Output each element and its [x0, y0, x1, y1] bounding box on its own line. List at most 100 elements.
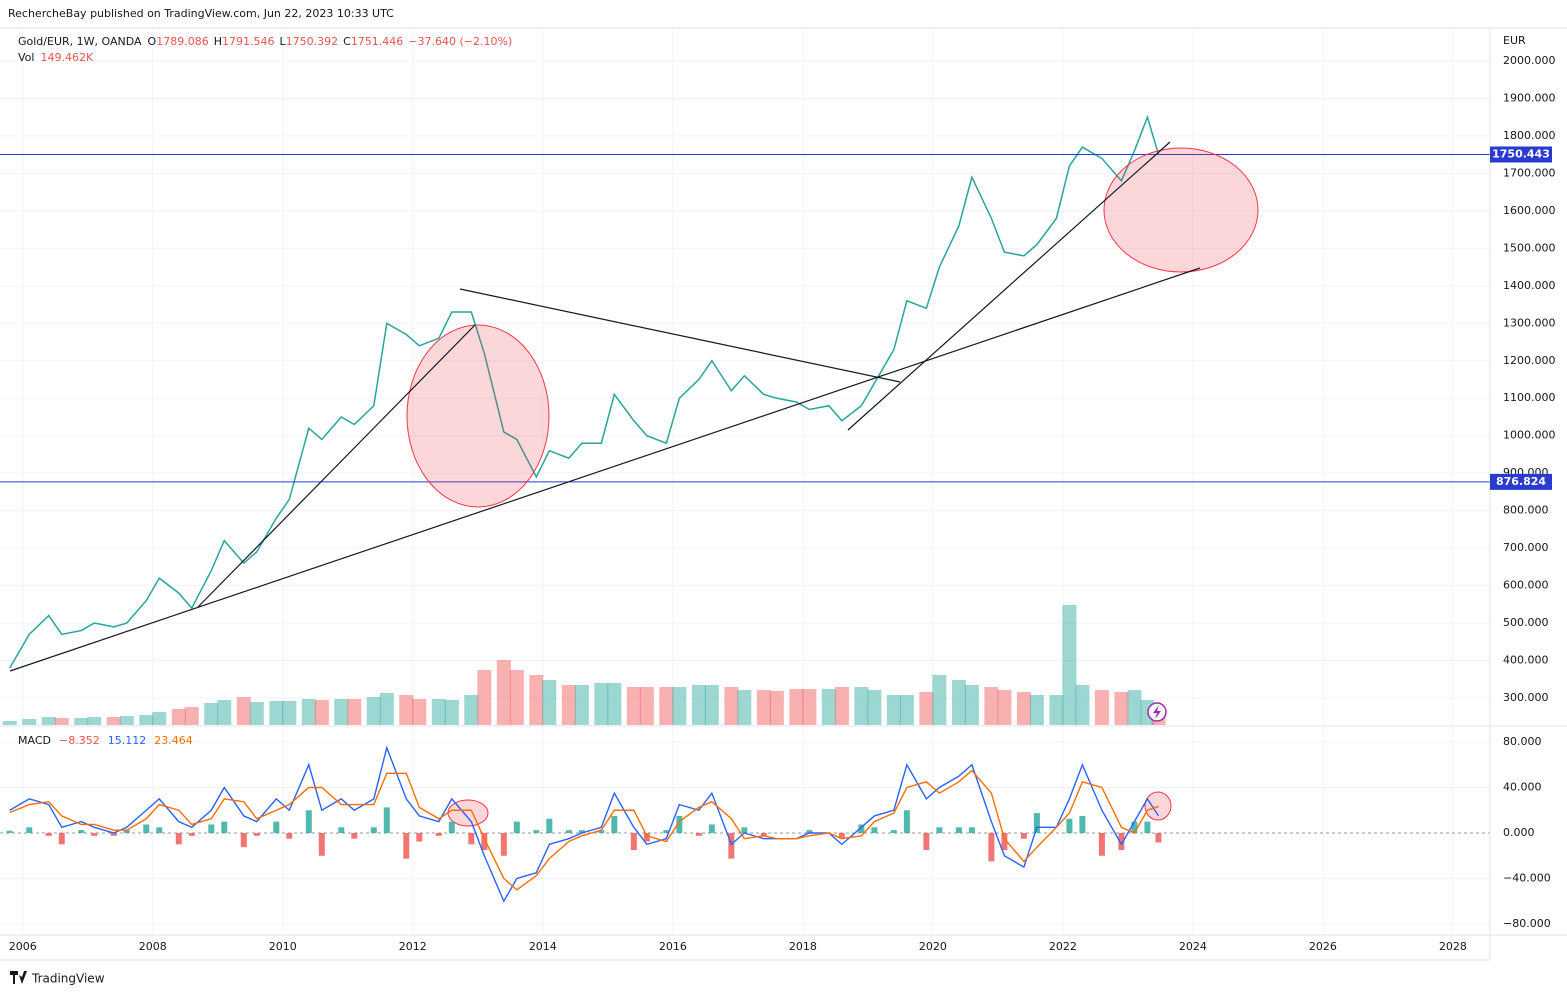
volume-bar: [431, 699, 446, 725]
volume-bar: [2, 721, 17, 725]
macd-tick-label: 80.000: [1503, 735, 1542, 748]
macd-histogram-bar: [838, 832, 845, 839]
volume-bar: [334, 699, 349, 725]
grid: [0, 28, 1490, 935]
macd-histogram-bar: [481, 832, 488, 851]
macd-tick-label: 0.000: [1503, 826, 1535, 839]
macd-pane: [6, 745, 1162, 903]
ohlc-value: 1750.392: [286, 35, 339, 48]
macd-histogram-bar: [923, 832, 930, 851]
macd-histogram-bar: [708, 824, 715, 833]
macd-signal: [9, 769, 1159, 891]
macd-histogram-bar: [871, 827, 878, 833]
macd-histogram-bar: [968, 827, 975, 833]
volume-bar: [997, 690, 1012, 725]
macd-name: MACD: [18, 734, 51, 747]
macd-tick-label: −40.000: [1503, 871, 1551, 884]
macd-tick-label: 40.000: [1503, 781, 1542, 794]
y-tick-label: 1800.000: [1503, 129, 1556, 142]
macd-histogram-bar: [903, 810, 910, 833]
volume-bar: [314, 700, 329, 725]
y-tick-label: 400.000: [1503, 654, 1549, 667]
volume-bar: [704, 685, 719, 725]
macd-histogram-bar: [578, 830, 585, 833]
macd-histogram-bar: [286, 832, 293, 839]
macd-signal-value: 23.464: [154, 734, 193, 747]
macd-histogram-bar: [1033, 813, 1040, 833]
y-tick-label: 1200.000: [1503, 354, 1556, 367]
macd-histogram-bar: [955, 827, 962, 833]
macd-histogram-bar: [533, 830, 540, 833]
ohlc-key: C: [343, 35, 351, 48]
macd-histogram-bar: [448, 821, 455, 833]
volume-bar: [171, 709, 186, 725]
price-label: 876.824: [1496, 475, 1546, 488]
volume-bar: [1075, 685, 1090, 725]
macd-histogram-bar: [1066, 818, 1073, 833]
macd-histogram-bar: [403, 832, 410, 859]
highlight-ellipse: [1103, 147, 1259, 273]
volume-value: 149.462K: [40, 51, 93, 64]
x-tick-label: 2006: [9, 940, 37, 953]
macd-histogram-bar: [188, 832, 195, 836]
volume-bar: [282, 701, 297, 725]
macd-histogram-bar: [383, 807, 390, 833]
x-tick-label: 2018: [789, 940, 817, 953]
x-tick-label: 2022: [1049, 940, 1077, 953]
volume-bar: [204, 703, 219, 725]
macd-histogram-bar: [663, 830, 670, 833]
volume-bar: [477, 670, 492, 725]
ohlc-key: L: [279, 35, 286, 48]
macd-tick-label: −80.000: [1503, 917, 1551, 930]
y-tick-label: 300.000: [1503, 691, 1549, 704]
x-tick-label: 2020: [919, 940, 947, 953]
unit-label: EUR: [1503, 34, 1526, 47]
volume-bar: [87, 717, 102, 725]
macd-histogram-bar: [1098, 832, 1105, 856]
trend-lines: [9, 141, 1201, 672]
macd-histogram-bar: [305, 810, 312, 833]
volume-bar: [561, 685, 576, 725]
volume-bar: [496, 660, 511, 725]
volume-bar: [22, 719, 37, 725]
macd-histogram-bar: [110, 832, 117, 836]
volume-bar: [789, 689, 804, 725]
y-tick-label: 1500.000: [1503, 241, 1556, 254]
volume-bar: [41, 717, 56, 725]
volume-bar: [347, 699, 362, 725]
macd-histogram-bar: [253, 832, 260, 836]
macd-histogram-bar: [936, 827, 943, 833]
volume-bar: [444, 700, 459, 725]
macd-histogram-bar: [156, 827, 163, 833]
volume-bar: [184, 707, 199, 725]
volume-bar: [412, 699, 427, 725]
x-tick-label: 2016: [659, 940, 687, 953]
volume-bar: [932, 675, 947, 725]
price-line: [9, 114, 1160, 669]
x-tick-label: 2012: [399, 940, 427, 953]
price-label-box: [1490, 473, 1552, 490]
macd-histogram-bar: [91, 832, 98, 836]
y-tick-label: 600.000: [1503, 579, 1549, 592]
macd-histogram-bar: [630, 832, 637, 851]
volume-bar: [756, 690, 771, 725]
price-label-box: [1490, 146, 1552, 163]
volume-bar: [964, 685, 979, 725]
macd-histogram-bar: [695, 832, 702, 836]
macd-histogram-bar: [760, 832, 767, 836]
volume-bar: [269, 701, 284, 725]
x-tick-label: 2010: [269, 940, 297, 953]
axes: 2006 2008 2010 2012 2014 2016 2018 2020 2022 2024…: [9, 54, 1556, 953]
macd-histogram-bar: [611, 815, 618, 833]
y-tick-label: 1700.000: [1503, 166, 1556, 179]
macd-histogram-value: −8.352: [59, 734, 100, 747]
macd-histogram-bar: [273, 821, 280, 833]
volume-bar: [867, 690, 882, 725]
macd-histogram-bar: [546, 818, 553, 833]
macd-histogram-bar: [1020, 832, 1027, 839]
volume-bar: [691, 685, 706, 725]
volume-bar: [509, 670, 524, 725]
publisher-line: RechercheBay published on TradingView.co…: [8, 7, 394, 20]
y-tick-label: 500.000: [1503, 616, 1549, 629]
